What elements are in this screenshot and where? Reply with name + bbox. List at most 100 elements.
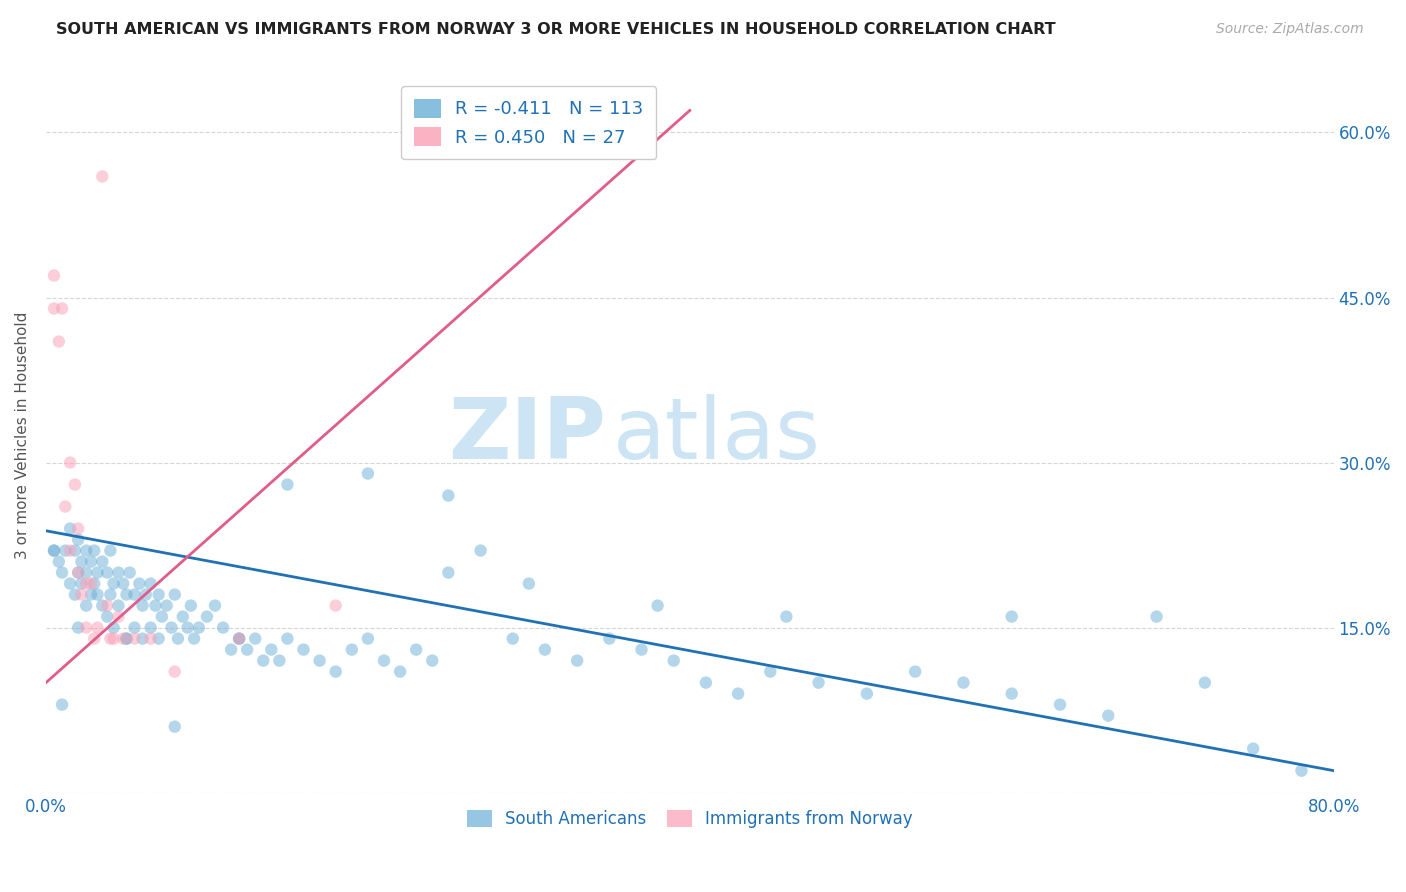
Point — [131, 599, 153, 613]
Point — [124, 588, 146, 602]
Point — [96, 609, 118, 624]
Point — [1291, 764, 1313, 778]
Point — [75, 543, 97, 558]
Point — [904, 665, 927, 679]
Point — [228, 632, 250, 646]
Point — [1001, 609, 1024, 624]
Point — [1097, 708, 1119, 723]
Point — [59, 456, 82, 470]
Point — [51, 566, 73, 580]
Point — [470, 543, 492, 558]
Text: Source: ZipAtlas.com: Source: ZipAtlas.com — [1216, 22, 1364, 37]
Point — [405, 642, 427, 657]
Point — [252, 654, 274, 668]
Point — [98, 543, 121, 558]
Point — [195, 609, 218, 624]
Point — [856, 687, 879, 701]
Point — [325, 599, 347, 613]
Point — [107, 566, 129, 580]
Point — [647, 599, 669, 613]
Point — [534, 642, 557, 657]
Point — [128, 576, 150, 591]
Point — [80, 555, 103, 569]
Point — [98, 588, 121, 602]
Point — [67, 621, 90, 635]
Point — [118, 566, 141, 580]
Point — [420, 654, 443, 668]
Point — [112, 576, 135, 591]
Point — [148, 632, 170, 646]
Point — [91, 169, 114, 184]
Point — [807, 675, 830, 690]
Point — [67, 566, 90, 580]
Point — [1194, 675, 1216, 690]
Point — [107, 599, 129, 613]
Point — [437, 489, 460, 503]
Point — [219, 642, 242, 657]
Point — [96, 566, 118, 580]
Point — [236, 642, 259, 657]
Point — [1001, 687, 1024, 701]
Point — [176, 621, 198, 635]
Point — [167, 632, 190, 646]
Point — [53, 543, 76, 558]
Point — [148, 588, 170, 602]
Point — [115, 588, 138, 602]
Point — [357, 632, 380, 646]
Point — [42, 268, 65, 283]
Point — [42, 543, 65, 558]
Point — [53, 500, 76, 514]
Point — [75, 599, 97, 613]
Point — [124, 621, 146, 635]
Point — [48, 334, 70, 349]
Point — [70, 555, 93, 569]
Point — [59, 576, 82, 591]
Point — [1049, 698, 1071, 712]
Point — [83, 543, 105, 558]
Point — [187, 621, 209, 635]
Point — [172, 609, 194, 624]
Point — [67, 566, 90, 580]
Point — [260, 642, 283, 657]
Point — [67, 522, 90, 536]
Point — [373, 654, 395, 668]
Point — [103, 632, 125, 646]
Point — [63, 588, 86, 602]
Point — [204, 599, 226, 613]
Point — [63, 543, 86, 558]
Point — [775, 609, 797, 624]
Point — [48, 555, 70, 569]
Point — [124, 632, 146, 646]
Point — [96, 599, 118, 613]
Point — [42, 543, 65, 558]
Point — [80, 576, 103, 591]
Point — [276, 477, 298, 491]
Point — [107, 609, 129, 624]
Point — [139, 621, 162, 635]
Point — [695, 675, 717, 690]
Point — [662, 654, 685, 668]
Point — [276, 632, 298, 646]
Legend: South Americans, Immigrants from Norway: South Americans, Immigrants from Norway — [460, 803, 920, 834]
Point — [245, 632, 267, 646]
Point — [727, 687, 749, 701]
Point — [598, 632, 620, 646]
Point — [952, 675, 974, 690]
Point — [135, 588, 157, 602]
Point — [51, 698, 73, 712]
Point — [389, 665, 412, 679]
Point — [63, 477, 86, 491]
Point — [163, 588, 186, 602]
Text: atlas: atlas — [613, 393, 821, 476]
Point — [180, 599, 202, 613]
Text: SOUTH AMERICAN VS IMMIGRANTS FROM NORWAY 3 OR MORE VEHICLES IN HOUSEHOLD CORRELA: SOUTH AMERICAN VS IMMIGRANTS FROM NORWAY… — [56, 22, 1056, 37]
Point — [83, 632, 105, 646]
Point — [1241, 741, 1264, 756]
Point — [340, 642, 363, 657]
Point — [75, 566, 97, 580]
Point — [70, 588, 93, 602]
Point — [115, 632, 138, 646]
Point — [83, 576, 105, 591]
Point — [163, 720, 186, 734]
Point — [212, 621, 235, 635]
